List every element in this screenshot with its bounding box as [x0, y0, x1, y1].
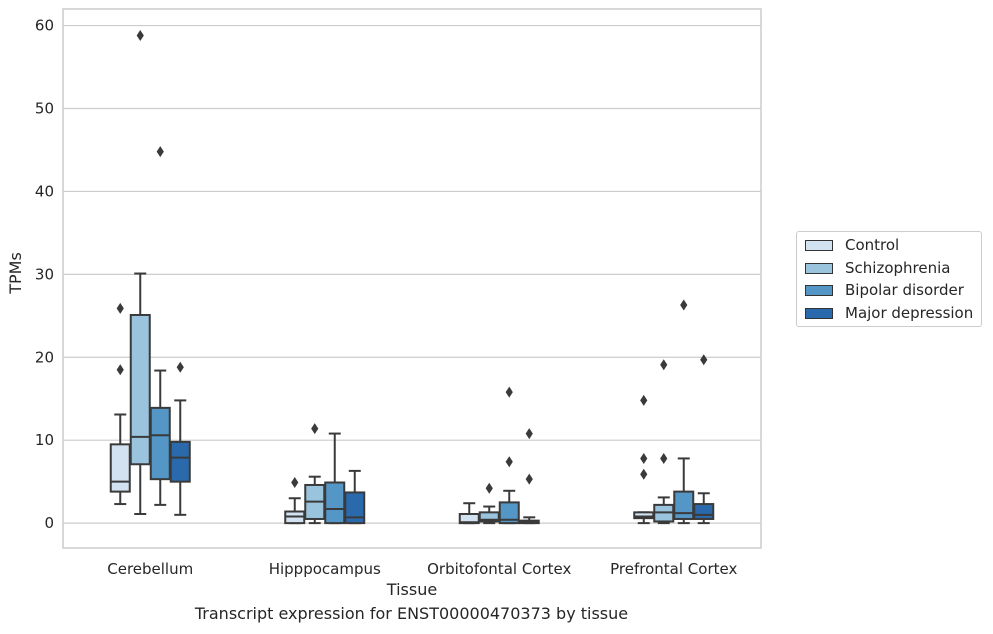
box-prefrontal-cortex-bipolar-disorder-outlier-1 — [680, 299, 688, 311]
box-cerebellum-major-depression — [169, 361, 191, 516]
y-tick-label-0: 0 — [44, 514, 54, 532]
x-tick-label-cerebellum: Cerebellum — [107, 560, 193, 578]
box-prefrontal-cortex-schizophrenia-outlier-1 — [660, 359, 668, 371]
y-tick-label-50: 50 — [35, 100, 54, 118]
box-prefrontal-cortex-control-outlier-1 — [640, 394, 648, 406]
box-cerebellum-control-outlier-2 — [116, 364, 124, 376]
legend-item-major-depression: Major depression — [805, 303, 973, 323]
boxes — [109, 30, 715, 525]
y-tick-label-20: 20 — [35, 348, 54, 366]
box-hipppocampus-bipolar-disorder — [324, 432, 346, 525]
legend-label-bipolar-disorder: Bipolar disorder — [845, 281, 964, 299]
box-cerebellum-schizophrenia-iqr — [129, 313, 151, 466]
box-orbitofontal-cortex-bipolar-disorder-iqr — [498, 501, 520, 525]
box-prefrontal-cortex-bipolar-disorder-iqr — [673, 490, 695, 520]
box-prefrontal-cortex-control-outlier-3 — [640, 468, 648, 480]
box-prefrontal-cortex-major-depression-outlier-1 — [700, 354, 708, 366]
box-hipppocampus-schizophrenia — [304, 423, 326, 525]
box-orbitofontal-cortex-schizophrenia — [478, 482, 500, 525]
legend-swatch-bipolar-disorder — [805, 284, 833, 296]
legend-label-control: Control — [845, 236, 900, 254]
box-prefrontal-cortex-schizophrenia-outlier-2 — [660, 452, 668, 464]
box-hipppocampus-control — [284, 476, 306, 525]
y-tick-label-60: 60 — [35, 17, 54, 35]
legend: Control Schizophrenia Bipolar disorder M… — [796, 231, 982, 327]
box-cerebellum-schizophrenia — [129, 30, 151, 516]
legend-item-schizophrenia: Schizophrenia — [805, 258, 950, 278]
legend-swatch-control — [805, 239, 833, 251]
y-tick-label-40: 40 — [35, 182, 54, 200]
box-cerebellum-schizophrenia-outlier-1 — [136, 30, 144, 42]
box-prefrontal-cortex-bipolar-disorder — [673, 299, 695, 525]
box-prefrontal-cortex-major-depression-iqr — [693, 503, 715, 520]
box-hipppocampus-major-depression — [344, 469, 366, 525]
box-orbitofontal-cortex-major-depression — [518, 428, 540, 525]
box-prefrontal-cortex-control-outlier-2 — [640, 452, 648, 464]
box-orbitofontal-cortex-schizophrenia-outlier-1 — [485, 482, 493, 494]
plot-area — [62, 8, 762, 549]
y-tick-label-10: 10 — [35, 431, 54, 449]
x-tick-label-prefrontal-cortex: Prefrontal Cortex — [610, 560, 737, 578]
x-tick-labels: Cerebellum Hipppocampus Orbitofontal Corte… — [107, 560, 737, 578]
legend-label-major-depression: Major depression — [845, 304, 974, 322]
box-cerebellum-control-outlier-1 — [116, 302, 124, 314]
box-prefrontal-cortex-control — [633, 394, 655, 525]
box-cerebellum-control — [109, 302, 131, 506]
box-orbitofontal-cortex-major-depression-outlier-2 — [525, 473, 533, 485]
y-tick-label-30: 30 — [35, 265, 54, 283]
box-hipppocampus-major-depression-iqr — [344, 491, 366, 525]
box-cerebellum-bipolar-disorder-iqr — [149, 406, 171, 481]
figure-caption: Transcript expression for ENST0000047037… — [194, 604, 629, 623]
x-tick-label-orbitofontal-cortex: Orbitofontal Cortex — [427, 560, 571, 578]
x-axis-label: Tissue — [386, 580, 437, 599]
box-orbitofontal-cortex-bipolar-disorder-outlier-1 — [505, 386, 513, 398]
box-cerebellum-control-iqr — [109, 443, 131, 493]
legend-item-control: Control — [805, 235, 899, 255]
legend-swatch-schizophrenia — [805, 262, 833, 274]
legend-swatch-major-depression — [805, 307, 833, 319]
box-hipppocampus-schizophrenia-outlier-1 — [311, 423, 319, 435]
box-prefrontal-cortex-schizophrenia — [653, 359, 675, 525]
y-tick-labels: 0 10 20 30 40 50 60 — [35, 17, 54, 533]
legend-label-schizophrenia: Schizophrenia — [845, 259, 951, 277]
legend-item-bipolar-disorder: Bipolar disorder — [805, 280, 964, 300]
y-axis-label: TPMs — [6, 252, 25, 295]
box-orbitofontal-cortex-bipolar-disorder-outlier-2 — [505, 456, 513, 468]
box-cerebellum-bipolar-disorder — [149, 146, 171, 506]
box-orbitofontal-cortex-bipolar-disorder — [498, 386, 520, 525]
box-orbitofontal-cortex-control — [458, 502, 480, 525]
box-cerebellum-bipolar-disorder-outlier-1 — [156, 146, 164, 158]
box-prefrontal-cortex-major-depression — [693, 354, 715, 525]
box-orbitofontal-cortex-major-depression-outlier-1 — [525, 428, 533, 440]
box-hipppocampus-bipolar-disorder-iqr — [324, 481, 346, 525]
box-cerebellum-major-depression-iqr — [169, 440, 191, 483]
box-cerebellum-major-depression-outlier-1 — [176, 361, 184, 373]
x-tick-label-hipppocampus: Hipppocampus — [269, 560, 381, 578]
box-hipppocampus-control-outlier-1 — [291, 476, 299, 488]
